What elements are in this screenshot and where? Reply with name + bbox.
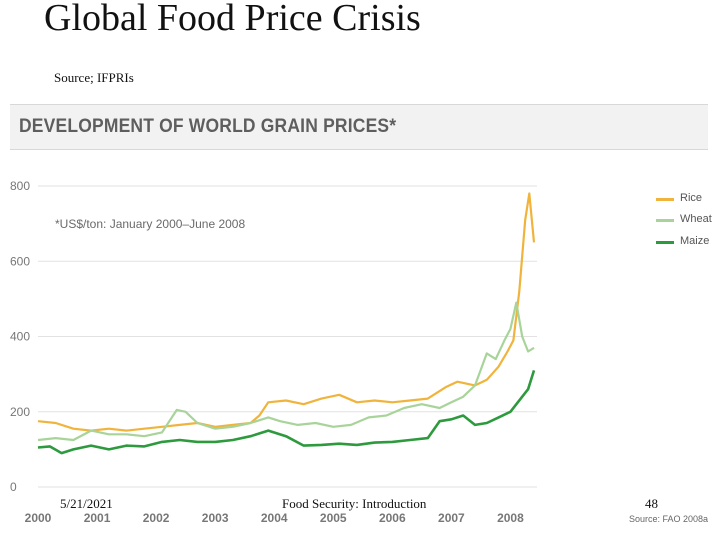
chart-title-banner: DEVELOPMENT OF WORLD GRAIN PRICES*: [10, 104, 708, 150]
chart-title: DEVELOPMENT OF WORLD GRAIN PRICES*: [19, 116, 397, 137]
legend-label-maize: Maize: [680, 235, 710, 247]
x-tick-label-2002: 2002: [143, 511, 170, 525]
y-tick-label-200: 200: [10, 405, 30, 419]
x-tick-label-2008: 2008: [497, 511, 524, 525]
chart-credit: Source: FAO 2008a: [629, 514, 709, 524]
y-tick-label-800: 800: [10, 179, 30, 193]
source-note: Source; IFPRIs: [54, 70, 134, 85]
y-tick-label-0: 0: [10, 480, 17, 494]
x-tick-label-2005: 2005: [320, 511, 347, 525]
legend-label-wheat: Wheat: [680, 213, 712, 225]
legend-label-rice: Rice: [680, 192, 703, 204]
grain-price-chart: 0 200 400 600 800 2000 2001 2002 2003 2004 2005 200…: [10, 179, 537, 525]
x-tick-label-2006: 2006: [379, 511, 406, 525]
slide-date: 5/21/2021: [60, 496, 113, 511]
x-tick-label-2001: 2001: [84, 511, 111, 525]
legend-swatch-maize: [656, 241, 674, 244]
legend-swatch-rice: [656, 198, 674, 201]
series-line-maize: [37, 370, 536, 455]
series-line-rice: [37, 192, 536, 432]
x-tick-label-2000: 2000: [25, 511, 52, 525]
y-tick-label-600: 600: [10, 254, 30, 268]
x-tick-label-2007: 2007: [438, 511, 465, 525]
slide-title: Global Food Price Crisis: [44, 0, 421, 39]
x-tick-label-2004: 2004: [261, 511, 288, 525]
x-tick-label-2003: 2003: [202, 511, 229, 525]
chart-subtitle: *US$/ton: January 2000–June 2008: [55, 217, 246, 231]
legend-swatch-wheat: [656, 219, 674, 222]
slide-page-number: 48: [645, 496, 658, 511]
y-tick-label-400: 400: [10, 330, 30, 344]
series-line-wheat: [37, 301, 535, 442]
slide-footer-text: Food Security: Introduction: [282, 496, 427, 511]
